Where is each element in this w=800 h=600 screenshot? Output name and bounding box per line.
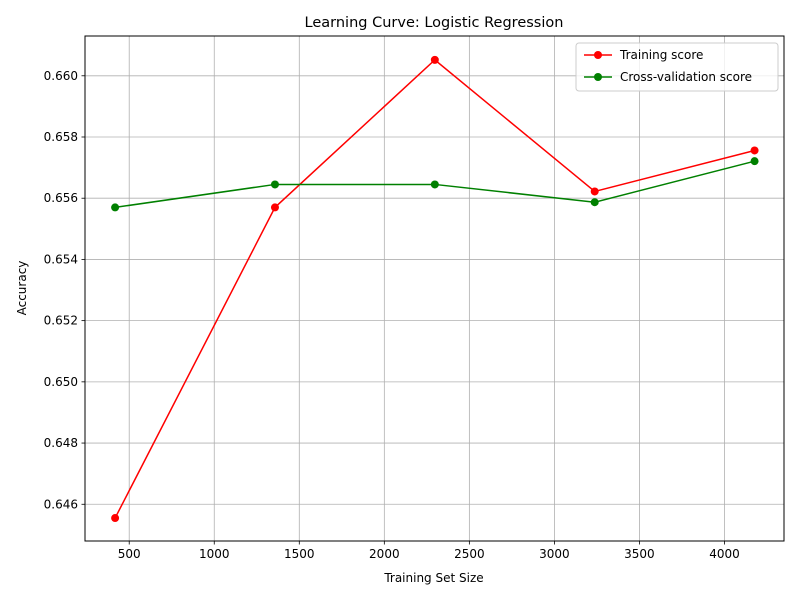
plot-frame (84, 35, 785, 542)
x-axis-label: Training Set Size (383, 571, 483, 585)
legend-label: Training score (619, 48, 703, 62)
data-point (430, 180, 439, 189)
data-point (590, 187, 599, 196)
data-point (590, 198, 599, 207)
legend-label: Cross-validation score (620, 70, 752, 84)
x-tick-label: 1500 (284, 547, 315, 561)
x-tick-label: 3000 (539, 547, 570, 561)
data-point (430, 55, 439, 64)
data-point (750, 157, 759, 166)
series-1 (111, 157, 759, 212)
x-tick-label: 4000 (709, 547, 740, 561)
data-point (111, 514, 120, 523)
data-point (111, 203, 120, 212)
series-0 (111, 55, 759, 523)
ticks: 500 1000 1500 2000 2500 3000 3500 4000 0.646 0.64… (44, 69, 740, 561)
y-tick-label: 0.646 (44, 497, 78, 511)
y-tick-label: 0.648 (44, 436, 78, 450)
y-tick-label: 0.652 (44, 314, 78, 328)
x-tick-label: 2500 (454, 547, 485, 561)
chart-title: Learning Curve: Logistic Regression (305, 15, 564, 31)
data-point (270, 180, 279, 189)
y-tick-label: 0.650 (44, 375, 78, 389)
y-tick-label: 0.658 (44, 130, 78, 144)
series-line (114, 58, 755, 519)
x-tick-label: 3500 (624, 547, 655, 561)
data-point (270, 203, 279, 212)
legend-box (575, 42, 779, 92)
y-tick-label: 0.656 (44, 191, 78, 205)
y-tick-label: 0.654 (44, 252, 78, 266)
data-point (750, 146, 759, 155)
legend-marker (594, 51, 602, 59)
y-tick-label: 0.660 (44, 69, 78, 83)
series-layer (111, 55, 759, 523)
legend-item: Cross-validation score (584, 70, 752, 84)
y-axis-label: Accuracy (15, 261, 29, 316)
legend-marker (594, 73, 602, 81)
x-tick-label: 1000 (199, 547, 230, 561)
x-tick-label: 2000 (369, 547, 400, 561)
legend: Training score Cross-validation score (575, 42, 779, 92)
legend-item: Training score (584, 48, 703, 62)
grid (85, 36, 784, 541)
x-tick-label: 500 (118, 547, 141, 561)
